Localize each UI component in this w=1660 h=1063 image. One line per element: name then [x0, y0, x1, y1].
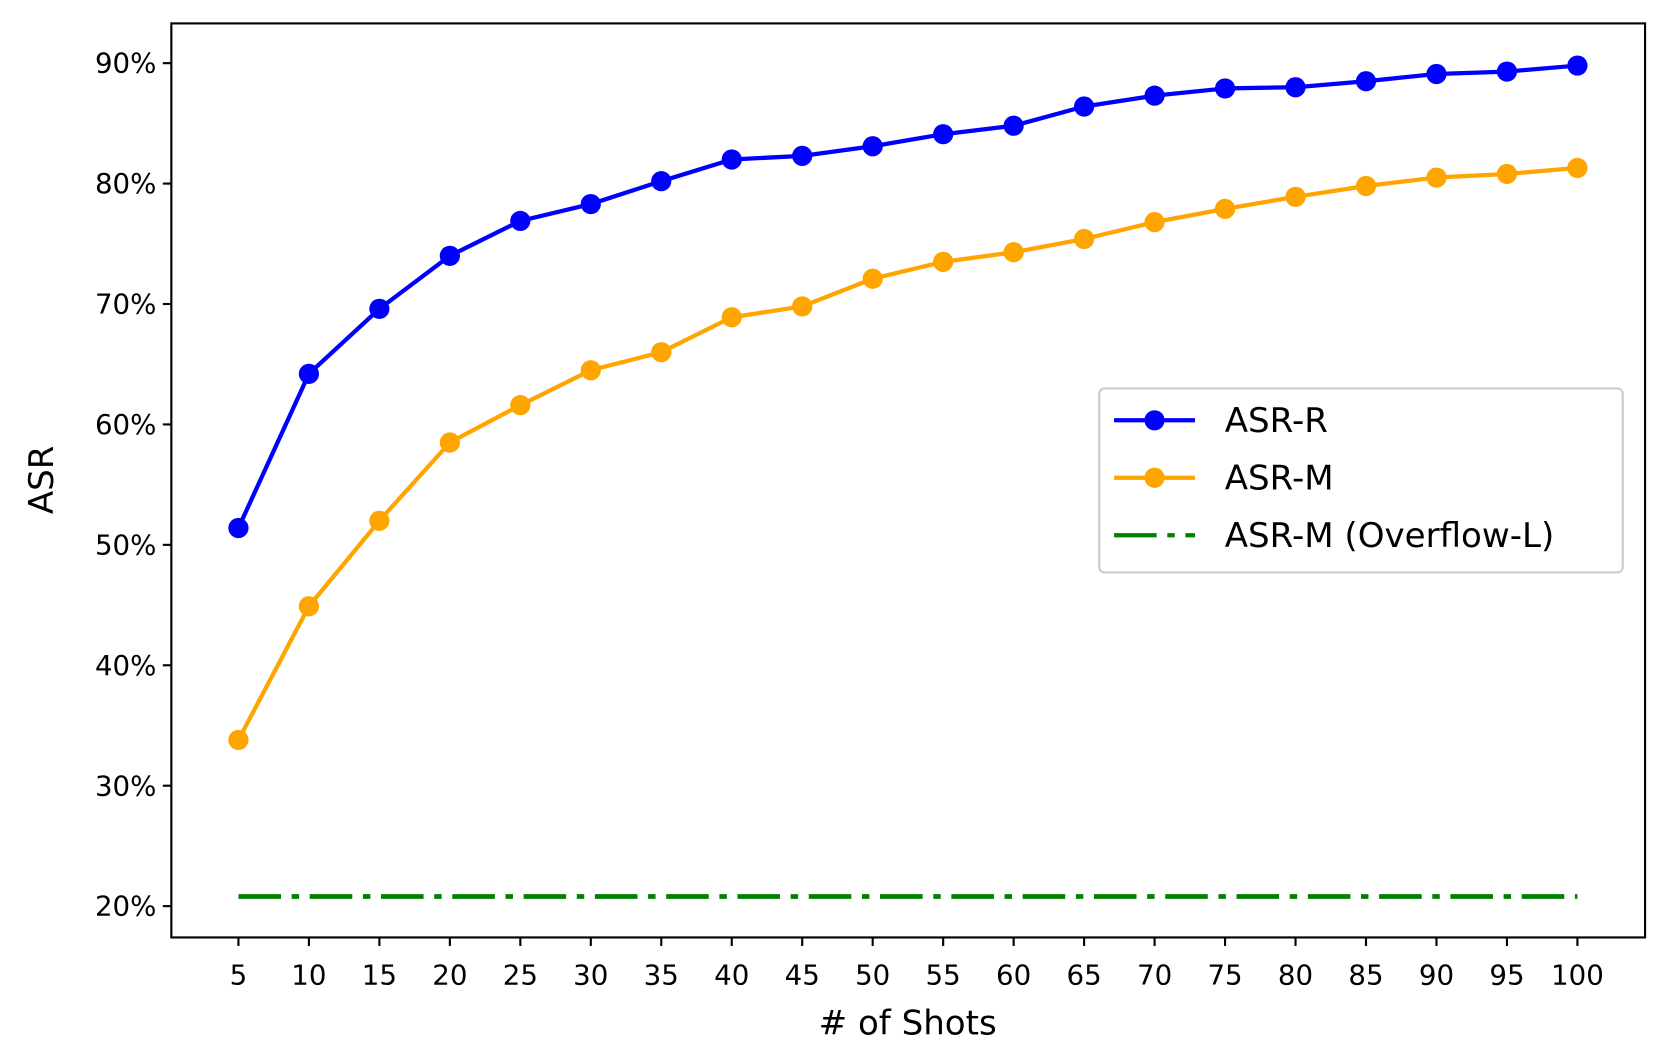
- x-tick-label: 65: [1067, 958, 1102, 991]
- data-point: [721, 307, 742, 328]
- data-point: [1074, 228, 1095, 250]
- axes-frame: [170, 22, 1647, 939]
- x-tick-label: 25: [503, 958, 538, 991]
- data-point: [439, 245, 460, 266]
- data-point: [228, 517, 249, 539]
- data-point: [1355, 175, 1377, 197]
- data-point: [228, 729, 249, 751]
- x-tick-label: 50: [855, 958, 890, 991]
- x-tick-label: 95: [1489, 958, 1524, 991]
- data-point: [1003, 115, 1024, 136]
- data-point: [862, 136, 883, 157]
- data-point: [580, 193, 601, 215]
- x-tick-label: 100: [1551, 958, 1604, 991]
- data-point: [1567, 55, 1588, 76]
- data-point: [1496, 163, 1518, 185]
- x-axis: 5 10 15 20 25 30 35 40 45 50 55 60 65 70 75 80 85 90 95 100: [230, 937, 1604, 991]
- legend-label: ASR-R: [1225, 401, 1328, 441]
- data-point: [1496, 61, 1518, 82]
- data-point: [1003, 242, 1024, 263]
- data-point: [369, 510, 390, 531]
- y-tick-label: 70%: [95, 288, 156, 321]
- x-axis-label: # of Shots: [819, 1003, 997, 1043]
- data-point: [792, 145, 813, 166]
- data-point: [651, 342, 672, 363]
- x-tick-label: 45: [785, 958, 820, 991]
- data-point: [1426, 63, 1447, 85]
- data-point: [721, 149, 742, 170]
- x-tick-label: 40: [714, 958, 749, 991]
- data-point: [1285, 77, 1306, 98]
- x-tick-label: 30: [573, 958, 608, 991]
- data-point: [862, 268, 883, 289]
- x-tick-label: 80: [1278, 958, 1313, 991]
- data-point: [1144, 85, 1165, 106]
- y-tick-label: 30%: [95, 769, 156, 802]
- data-point: [439, 432, 460, 453]
- legend-marker-icon: [1144, 467, 1165, 488]
- x-tick-label: 60: [996, 958, 1031, 991]
- data-point: [510, 210, 531, 232]
- x-tick-label: 90: [1419, 958, 1454, 991]
- y-tick-label: 50%: [95, 528, 156, 561]
- data-point: [933, 251, 954, 272]
- data-point: [1074, 96, 1095, 117]
- x-tick-label: 20: [432, 958, 467, 991]
- data-point: [1426, 167, 1447, 188]
- plot-area: [228, 55, 1588, 899]
- x-tick-label: 55: [926, 958, 961, 991]
- y-tick-label: 80%: [95, 167, 156, 200]
- series-line-asr-r: [236, 63, 1578, 529]
- data-point: [1355, 71, 1377, 92]
- x-tick-label: 75: [1207, 958, 1242, 991]
- y-axis: 20% 30% 40% 50% 60% 70% 80% 90%: [95, 47, 172, 923]
- data-point: [1285, 186, 1306, 207]
- data-point: [298, 596, 320, 617]
- data-point: [1214, 78, 1236, 99]
- data-point: [1144, 212, 1165, 233]
- x-tick-label: 85: [1348, 958, 1383, 991]
- y-axis-label: ASR: [22, 446, 62, 515]
- data-point: [510, 395, 531, 416]
- data-point: [933, 124, 954, 145]
- legend-label: ASR-M (Overflow-L): [1225, 516, 1555, 556]
- data-point: [1214, 198, 1236, 219]
- y-tick-label: 90%: [95, 47, 156, 80]
- data-point: [580, 360, 601, 381]
- y-tick-label: 60%: [95, 408, 156, 441]
- data-point: [369, 298, 390, 319]
- y-tick-label: 40%: [95, 649, 156, 682]
- legend-label: ASR-M: [1225, 458, 1334, 498]
- data-point: [1567, 157, 1588, 179]
- x-tick-label: 70: [1137, 958, 1172, 991]
- x-tick-label: 10: [291, 958, 326, 991]
- data-point: [792, 296, 813, 317]
- y-tick-label: 20%: [95, 890, 156, 923]
- series-line-asr-m: [236, 165, 1578, 741]
- legend-box: [1098, 387, 1624, 574]
- x-tick-label: 15: [362, 958, 397, 991]
- data-point: [298, 363, 320, 384]
- x-tick-label: 35: [644, 958, 679, 991]
- legend-marker-icon: [1144, 410, 1165, 431]
- data-point: [651, 171, 672, 192]
- x-tick-label: 5: [230, 958, 248, 991]
- legend: ASR-R ASR-M ASR-M (Overflow-L): [1098, 387, 1624, 574]
